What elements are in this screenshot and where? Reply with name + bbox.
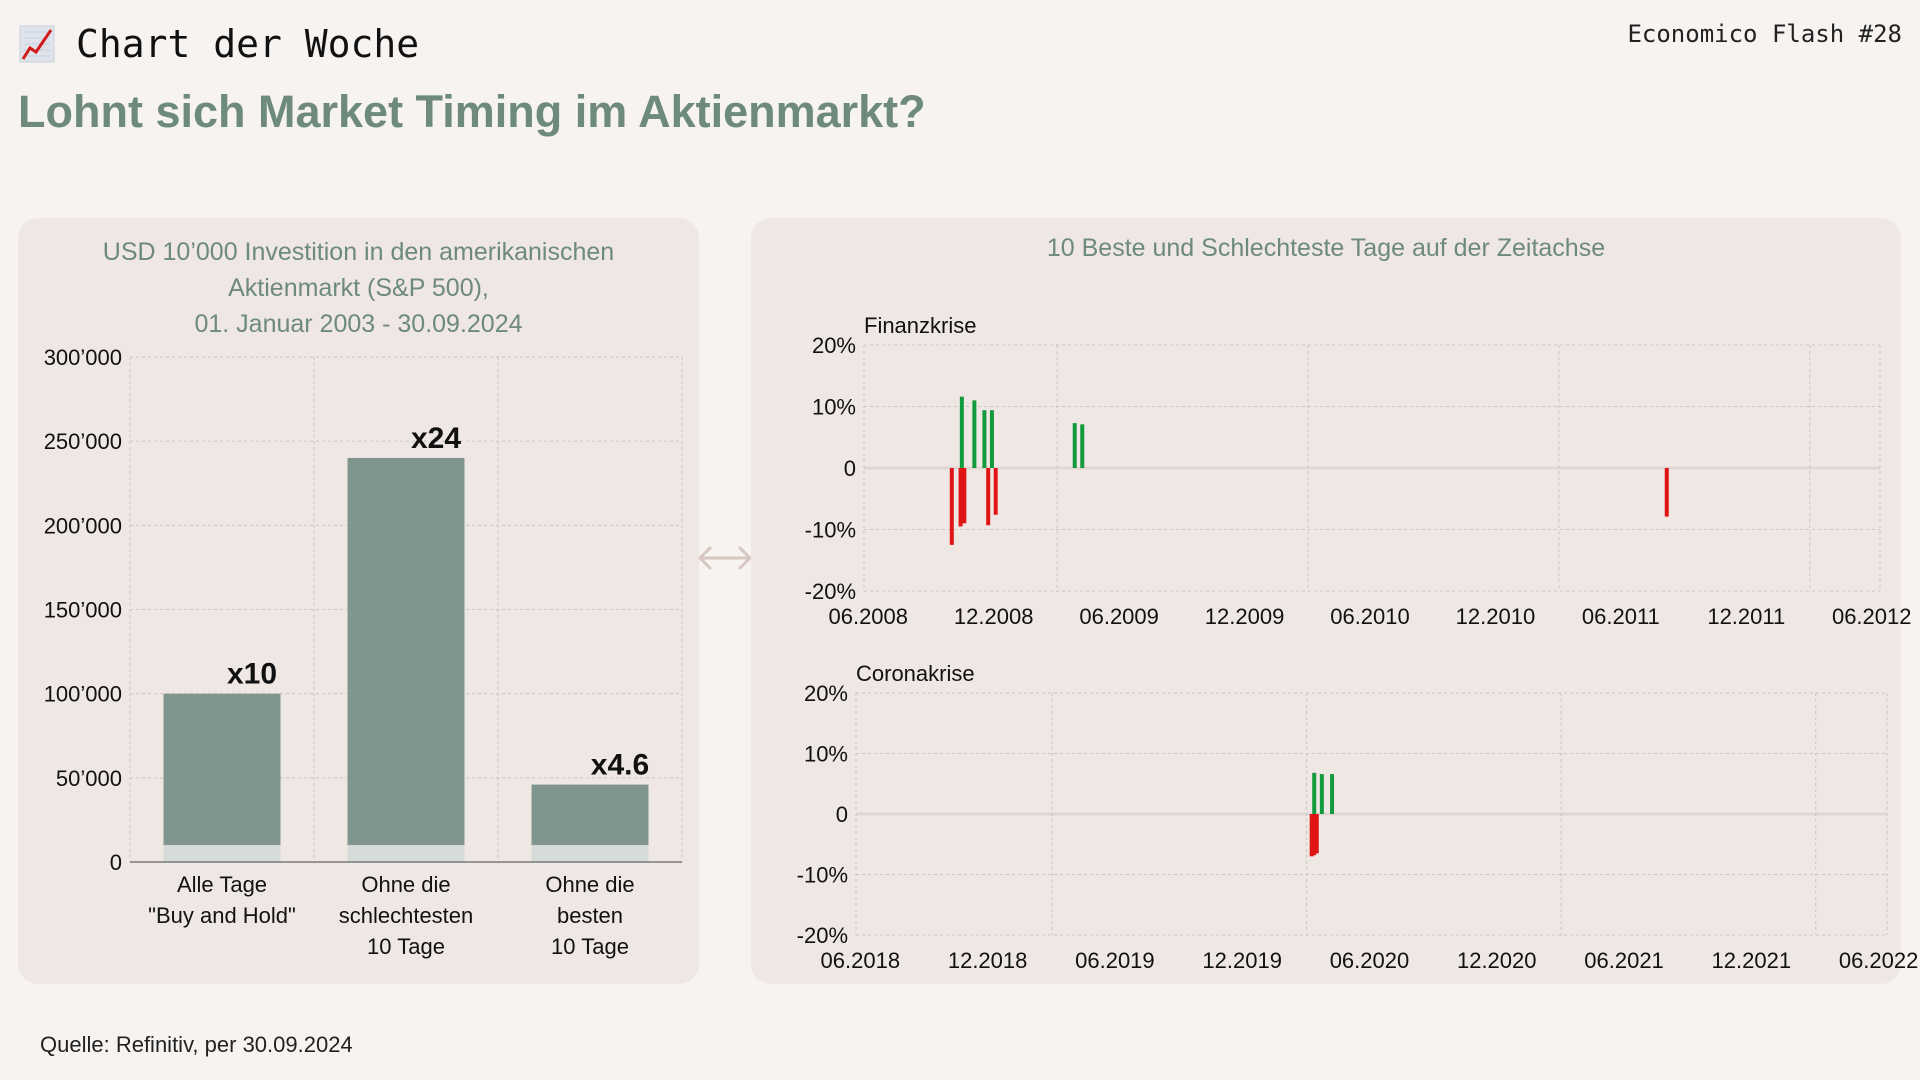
best-day-bar bbox=[1080, 424, 1085, 468]
y-tick-label: 0 bbox=[844, 456, 856, 481]
worst-day-bar bbox=[986, 468, 991, 526]
x-tick-label: 12.2021 bbox=[1712, 948, 1792, 973]
timeline-panel-title: 10 Beste und Schlechteste Tage auf der Z… bbox=[1046, 234, 1606, 262]
x-tick-label: 12.2009 bbox=[1205, 604, 1285, 629]
best-day-bar bbox=[1312, 772, 1317, 814]
page-title: Lohnt sich Market Timing im Aktienmarkt? bbox=[18, 86, 926, 137]
y-tick-label: -10% bbox=[805, 518, 856, 543]
best-day-bar bbox=[982, 410, 987, 468]
y-tick-label: 0 bbox=[836, 802, 848, 827]
x-tick-label: 06.2018 bbox=[821, 948, 901, 973]
y-tick-label: -20% bbox=[797, 923, 848, 948]
x-tick-label: schlechtesten bbox=[339, 903, 474, 928]
x-tick-label: 06.2009 bbox=[1079, 604, 1159, 629]
x-tick-label: 06.2022 bbox=[1839, 948, 1919, 973]
x-tick-label: 06.2011 bbox=[1582, 604, 1660, 629]
x-tick-label: 12.2020 bbox=[1457, 948, 1537, 973]
timeline-card: 10 Beste und Schlechteste Tage auf der Z… bbox=[751, 218, 1901, 984]
y-tick-label: 20% bbox=[812, 333, 856, 358]
best-day-bar bbox=[1319, 774, 1324, 814]
chart-increasing-icon bbox=[19, 25, 55, 63]
bar bbox=[531, 784, 649, 846]
kicker-text: Chart der Woche bbox=[76, 22, 420, 66]
x-tick-label: 12.2010 bbox=[1456, 604, 1536, 629]
source-note: Quelle: Refinitiv, per 30.09.2024 bbox=[40, 1032, 353, 1057]
best-day-bar bbox=[1330, 774, 1335, 814]
y-tick-label: -10% bbox=[797, 863, 848, 888]
y-tick-label: 0 bbox=[110, 850, 122, 875]
y-tick-label: 20% bbox=[804, 681, 848, 706]
issue-label: Economico Flash #28 bbox=[1627, 20, 1902, 48]
y-tick-label: 50’000 bbox=[56, 766, 122, 791]
x-tick-label: 12.2008 bbox=[954, 604, 1034, 629]
x-tick-label: 12.2018 bbox=[948, 948, 1028, 973]
x-tick-label: Ohne die bbox=[361, 872, 450, 897]
data-label: x4.6 bbox=[591, 749, 649, 782]
x-tick-label: 06.2019 bbox=[1075, 948, 1155, 973]
worst-day-bar bbox=[1314, 814, 1319, 854]
bar-chart-title-line: USD 10’000 Investition in den amerikanis… bbox=[102, 238, 615, 266]
y-tick-label: -20% bbox=[805, 579, 856, 604]
subchart-title: Coronakrise bbox=[856, 661, 975, 686]
x-tick-label: 10 Tage bbox=[367, 934, 445, 959]
worst-day-bar bbox=[949, 468, 954, 545]
x-tick-label: 10 Tage bbox=[551, 934, 629, 959]
worst-day-bar bbox=[1309, 814, 1314, 857]
y-tick-label: 100’000 bbox=[44, 682, 122, 707]
x-tick-label: 06.2012 bbox=[1832, 604, 1912, 629]
kicker: Chart der Woche bbox=[19, 22, 420, 66]
x-tick-label: 12.2019 bbox=[1202, 948, 1282, 973]
worst-day-bar bbox=[993, 468, 998, 515]
best-day-bar bbox=[959, 396, 964, 468]
y-tick-label: 10% bbox=[804, 742, 848, 767]
data-label: x10 bbox=[227, 658, 277, 691]
data-label: x24 bbox=[411, 422, 461, 455]
x-tick-label: besten bbox=[557, 903, 623, 928]
best-day-bar bbox=[1072, 423, 1077, 468]
x-tick-label: "Buy and Hold" bbox=[148, 903, 296, 928]
x-tick-label: Alle Tage bbox=[177, 872, 267, 897]
bar-base bbox=[163, 845, 281, 862]
bar-chart-title: USD 10’000 Investition in den amerikanis… bbox=[18, 234, 699, 342]
bar bbox=[163, 693, 281, 846]
y-tick-label: 200’000 bbox=[44, 513, 122, 538]
worst-day-bar bbox=[1664, 468, 1669, 517]
bar-base bbox=[347, 845, 465, 862]
worst-day-bar bbox=[962, 468, 967, 524]
x-tick-label: 06.2008 bbox=[828, 604, 908, 629]
x-tick-label: 06.2021 bbox=[1584, 948, 1664, 973]
best-day-bar bbox=[989, 410, 994, 468]
double-arrow-icon bbox=[698, 546, 752, 570]
bar-chart-title-line: Aktienmarkt (S&P 500), bbox=[228, 274, 489, 302]
y-tick-label: 150’000 bbox=[44, 598, 122, 623]
x-tick-label: Ohne die bbox=[545, 872, 634, 897]
best-day-bar bbox=[972, 400, 977, 468]
bar-chart-title-line: 01. Januar 2003 - 30.09.2024 bbox=[194, 310, 523, 338]
worst-day-bar bbox=[1312, 814, 1317, 856]
y-tick-label: 10% bbox=[812, 395, 856, 420]
bar bbox=[347, 458, 465, 846]
x-tick-label: 06.2020 bbox=[1330, 948, 1410, 973]
x-tick-label: 06.2010 bbox=[1330, 604, 1410, 629]
y-tick-label: 250’000 bbox=[44, 429, 122, 454]
bar-base bbox=[531, 845, 649, 862]
worst-day-bar bbox=[958, 468, 963, 527]
y-tick-label: 300’000 bbox=[44, 345, 122, 370]
subchart-title: Finanzkrise bbox=[864, 313, 976, 338]
x-tick-label: 12.2011 bbox=[1707, 604, 1785, 629]
